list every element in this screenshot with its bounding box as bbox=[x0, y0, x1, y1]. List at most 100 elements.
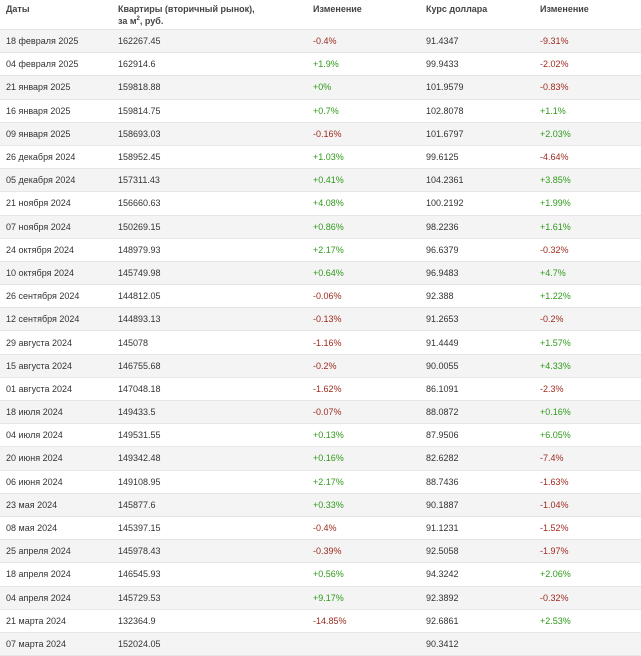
usd-change-cell: +2.06% bbox=[534, 562, 641, 587]
flats-price-cell: 158693.03 bbox=[112, 122, 307, 146]
usd-rate-cell: 92.388 bbox=[420, 284, 534, 309]
flats-change-cell: +4.08% bbox=[307, 191, 420, 216]
usd-rate-cell: 96.6379 bbox=[420, 238, 534, 262]
usd-rate-cell: 92.5058 bbox=[420, 539, 534, 564]
usd-change-cell: -0.2% bbox=[534, 307, 641, 332]
flats-change-cell bbox=[307, 632, 420, 656]
header-flats-line3: , руб. bbox=[139, 16, 164, 26]
flats-change-cell: -0.39% bbox=[307, 539, 420, 564]
table-row: 23 мая 2024 145877.6 +0.33% 90.1887 -1.04% bbox=[0, 493, 641, 517]
flats-price-cell: 159814.75 bbox=[112, 99, 307, 123]
table-row: 07 ноября 2024 150269.15 +0.86% 98.2236 +1.6… bbox=[0, 215, 641, 239]
usd-rate-cell: 86.1091 bbox=[420, 377, 534, 402]
usd-rate-cell: 87.9506 bbox=[420, 423, 534, 448]
flats-price-cell: 159818.88 bbox=[112, 75, 307, 100]
flats-price-cell: 145078 bbox=[112, 330, 307, 355]
flats-change-cell: +0.64% bbox=[307, 261, 420, 286]
table-row: 10 октября 2024 145749.98 +0.64% 96.9483 +4.… bbox=[0, 261, 641, 286]
usd-change-cell: -1.04% bbox=[534, 493, 641, 517]
flats-price-cell: 156660.63 bbox=[112, 191, 307, 216]
usd-change-cell: -2.3% bbox=[534, 377, 641, 402]
usd-change-cell: -7.4% bbox=[534, 446, 641, 471]
usd-change-cell: +1.57% bbox=[534, 330, 641, 355]
table-row: 24 октября 2024 148979.93 +2.17% 96.6379 -0.… bbox=[0, 238, 641, 262]
usd-change-cell: +2.53% bbox=[534, 609, 641, 633]
table-row: 08 мая 2024 145397.15 -0.4% 91.1231 -1.52% bbox=[0, 516, 641, 541]
flats-change-cell: -0.4% bbox=[307, 29, 420, 54]
flats-change-cell: -1.16% bbox=[307, 330, 420, 355]
flats-change-cell: +2.17% bbox=[307, 238, 420, 262]
date-cell: 07 ноября 2024 bbox=[0, 215, 112, 239]
date-cell: 04 февраля 2025 bbox=[0, 52, 112, 77]
date-cell: 05 декабря 2024 bbox=[0, 168, 112, 193]
usd-rate-cell: 88.0872 bbox=[420, 400, 534, 425]
date-cell: 04 июля 2024 bbox=[0, 423, 112, 448]
date-cell: 25 апреля 2024 bbox=[0, 539, 112, 564]
flats-change-cell: -0.16% bbox=[307, 122, 420, 146]
usd-change-cell: +1.61% bbox=[534, 215, 641, 239]
table-row: 15 августа 2024 146755.68 -0.2% 90.0055 +4.3… bbox=[0, 354, 641, 378]
usd-rate-cell: 92.6861 bbox=[420, 609, 534, 633]
date-cell: 07 марта 2024 bbox=[0, 632, 112, 656]
date-cell: 29 августа 2024 bbox=[0, 330, 112, 355]
header-change: Изменение bbox=[307, 0, 420, 30]
usd-rate-cell: 99.9433 bbox=[420, 52, 534, 77]
usd-change-cell bbox=[534, 632, 641, 656]
date-cell: 24 октября 2024 bbox=[0, 238, 112, 262]
flats-price-cell: 145729.53 bbox=[112, 586, 307, 610]
flats-change-cell: -0.07% bbox=[307, 400, 420, 425]
usd-change-cell: -9.31% bbox=[534, 29, 641, 54]
flats-change-cell: +0% bbox=[307, 75, 420, 100]
usd-change-cell: +2.03% bbox=[534, 122, 641, 146]
usd-rate-cell: 91.2653 bbox=[420, 307, 534, 332]
usd-change-cell: +4.7% bbox=[534, 261, 641, 286]
date-cell: 21 марта 2024 bbox=[0, 609, 112, 633]
flats-price-cell: 144893.13 bbox=[112, 307, 307, 332]
usd-change-cell: +1.99% bbox=[534, 191, 641, 216]
flats-price-cell: 145877.6 bbox=[112, 493, 307, 517]
header-flats-line2: за м bbox=[118, 16, 137, 26]
usd-rate-cell: 91.4347 bbox=[420, 29, 534, 54]
usd-change-cell: +1.22% bbox=[534, 284, 641, 309]
table-row: 07 марта 2024 152024.05 90.3412 bbox=[0, 632, 641, 656]
flats-price-cell: 162914.6 bbox=[112, 52, 307, 77]
flats-price-cell: 144812.05 bbox=[112, 284, 307, 309]
table-row: 26 декабря 2024 158952.45 +1.03% 99.6125 -4.… bbox=[0, 145, 641, 170]
flats-price-cell: 145749.98 bbox=[112, 261, 307, 286]
usd-rate-cell: 101.6797 bbox=[420, 122, 534, 146]
usd-change-cell: +1.1% bbox=[534, 99, 641, 123]
usd-change-cell: -1.97% bbox=[534, 539, 641, 564]
table-row: 09 января 2025 158693.03 -0.16% 101.6797 +2.… bbox=[0, 122, 641, 146]
flats-change-cell: +0.33% bbox=[307, 493, 420, 517]
usd-rate-cell: 90.3412 bbox=[420, 632, 534, 656]
table-row: 05 декабря 2024 157311.43 +0.41% 104.2361 +3… bbox=[0, 168, 641, 193]
flats-change-cell: +0.41% bbox=[307, 168, 420, 193]
date-cell: 06 июня 2024 bbox=[0, 470, 112, 494]
table-row: 04 июля 2024 149531.55 +0.13% 87.9506 +6.05% bbox=[0, 423, 641, 448]
usd-rate-cell: 98.2236 bbox=[420, 215, 534, 239]
date-cell: 21 января 2025 bbox=[0, 75, 112, 100]
flats-price-cell: 152024.05 bbox=[112, 632, 307, 656]
usd-change-cell: -1.63% bbox=[534, 470, 641, 494]
flats-price-cell: 145978.43 bbox=[112, 539, 307, 564]
date-cell: 16 января 2025 bbox=[0, 99, 112, 123]
flats-change-cell: -0.2% bbox=[307, 354, 420, 378]
flats-change-cell: +2.17% bbox=[307, 470, 420, 494]
flats-change-cell: +0.86% bbox=[307, 215, 420, 239]
usd-rate-cell: 101.9579 bbox=[420, 75, 534, 100]
usd-change-cell: -2.02% bbox=[534, 52, 641, 77]
flats-price-cell: 132364.9 bbox=[112, 609, 307, 633]
usd-change-cell: -0.32% bbox=[534, 238, 641, 262]
usd-rate-cell: 91.1231 bbox=[420, 516, 534, 541]
header-flats-line1: Квартиры (вторичный рынок), bbox=[118, 4, 255, 14]
flats-price-cell: 147048.18 bbox=[112, 377, 307, 402]
usd-rate-cell: 99.6125 bbox=[420, 145, 534, 170]
table-row: 18 февраля 2025 162267.45 -0.4% 91.4347 -9.3… bbox=[0, 29, 641, 54]
usd-change-cell: -4.64% bbox=[534, 145, 641, 170]
flats-change-cell: -14.85% bbox=[307, 609, 420, 633]
table-row: 04 апреля 2024 145729.53 +9.17% 92.3892 -0.3… bbox=[0, 586, 641, 610]
usd-rate-cell: 104.2361 bbox=[420, 168, 534, 193]
usd-rate-cell: 88.7436 bbox=[420, 470, 534, 494]
table-row: 01 августа 2024 147048.18 -1.62% 86.1091 -2.… bbox=[0, 377, 641, 402]
